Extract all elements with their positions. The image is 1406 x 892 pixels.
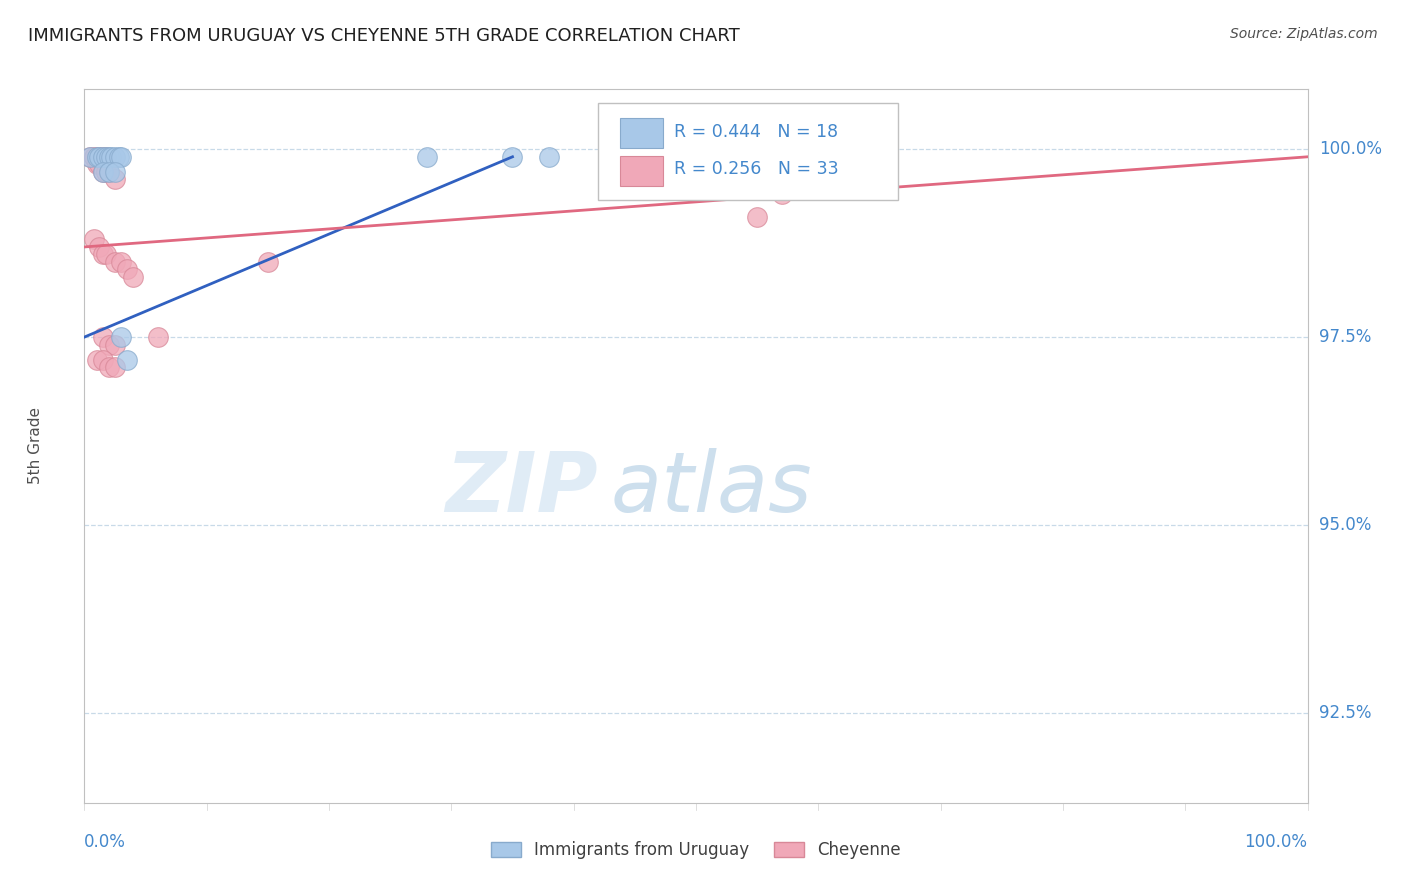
Point [538, 150, 561, 164]
Point [97, 165, 120, 179]
Text: atlas: atlas [610, 449, 813, 529]
Point [97, 360, 120, 375]
Point [416, 150, 439, 164]
Text: 5th Grade: 5th Grade [28, 408, 44, 484]
Point [86, 352, 108, 367]
Text: R = 0.444   N = 18: R = 0.444 N = 18 [673, 123, 838, 141]
Point [83, 150, 105, 164]
Point [100, 150, 122, 164]
Point [83, 232, 105, 246]
Point [91, 352, 114, 367]
Point [110, 330, 132, 344]
Text: 100.0%: 100.0% [1244, 833, 1308, 851]
Text: 100.0%: 100.0% [1319, 140, 1382, 158]
Point [87, 157, 110, 171]
Point [115, 352, 138, 367]
Point [87, 240, 110, 254]
Point [79, 150, 101, 164]
Point [79, 150, 101, 164]
Point [110, 255, 132, 269]
Point [257, 255, 280, 269]
Point [104, 172, 127, 186]
Point [91, 247, 114, 261]
Point [97, 150, 120, 164]
Text: Source: ZipAtlas.com: Source: ZipAtlas.com [1230, 27, 1378, 41]
Text: 0.0%: 0.0% [84, 833, 127, 851]
Point [869, 157, 891, 171]
Point [110, 150, 132, 164]
Point [91, 165, 114, 179]
Point [104, 255, 127, 269]
Point [104, 150, 127, 164]
Point [91, 330, 114, 344]
Point [115, 262, 138, 277]
Text: 92.5%: 92.5% [1319, 704, 1371, 722]
Point [107, 150, 129, 164]
Point [747, 210, 769, 224]
Legend: Immigrants from Uruguay, Cheyenne: Immigrants from Uruguay, Cheyenne [484, 835, 908, 866]
Point [96, 150, 118, 164]
Point [104, 360, 127, 375]
Text: 97.5%: 97.5% [1319, 328, 1371, 346]
Bar [620, 155, 664, 186]
Point [87, 150, 110, 164]
Point [86, 150, 108, 164]
Point [96, 165, 118, 179]
Point [87, 150, 110, 164]
Point [91, 150, 114, 164]
Bar [620, 118, 664, 148]
Point [104, 165, 127, 179]
Point [146, 330, 169, 344]
Point [831, 157, 853, 171]
Point [96, 150, 118, 164]
Point [91, 150, 114, 164]
Point [501, 150, 523, 164]
Text: 95.0%: 95.0% [1319, 516, 1371, 534]
Point [86, 157, 108, 171]
FancyBboxPatch shape [598, 103, 898, 200]
Point [770, 187, 793, 202]
Point [96, 247, 118, 261]
Point [122, 270, 145, 285]
Text: IMMIGRANTS FROM URUGUAY VS CHEYENNE 5TH GRADE CORRELATION CHART: IMMIGRANTS FROM URUGUAY VS CHEYENNE 5TH … [28, 27, 740, 45]
Point [86, 150, 108, 164]
Point [104, 337, 127, 351]
Point [97, 165, 120, 179]
Point [97, 337, 120, 351]
Text: ZIP: ZIP [446, 449, 598, 529]
Text: R = 0.256   N = 33: R = 0.256 N = 33 [673, 161, 838, 178]
Point [91, 165, 114, 179]
